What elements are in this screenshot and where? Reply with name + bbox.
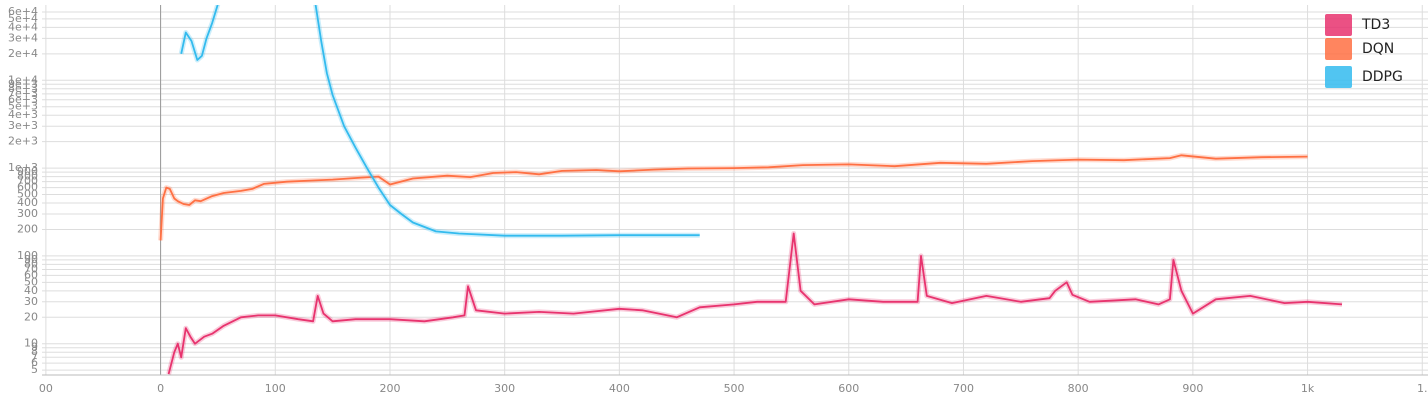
legend-label: TD3 <box>1361 17 1390 33</box>
y-tick-label: 6e+4 <box>8 5 38 18</box>
y-tick-label: 700 <box>17 175 38 188</box>
y-tick-label: 600 <box>17 181 38 194</box>
y-tick-label: 3e+3 <box>8 119 38 132</box>
x-tick-label: 1k <box>1301 382 1315 395</box>
y-tick-label: 80 <box>24 257 38 270</box>
y-tick-label: 900 <box>17 165 38 178</box>
y-tick-label: 7 <box>31 350 38 363</box>
x-tick-label: 1. <box>1417 382 1428 395</box>
series-line-halo <box>166 231 1343 375</box>
y-tick-label: 90 <box>24 253 38 266</box>
x-tick-label: 00 <box>39 382 53 395</box>
x-tick-label: 700 <box>953 382 974 395</box>
y-tick-label: 4e+4 <box>8 20 38 33</box>
y-tick-label: 9 <box>31 341 38 354</box>
lines <box>158 5 1343 375</box>
y-tick-label: 5 <box>31 363 38 376</box>
y-tick-label: 7e+3 <box>8 87 38 100</box>
x-tick-label: 200 <box>379 382 400 395</box>
legend-swatch <box>1325 38 1352 60</box>
y-tick-label: 5e+3 <box>8 100 38 113</box>
y-tick-label: 100 <box>17 249 38 262</box>
y-tick-label: 9e+3 <box>8 77 38 90</box>
legend-swatch <box>1325 14 1352 36</box>
legend-label: DDPG <box>1362 69 1403 85</box>
grid <box>42 5 1428 376</box>
y-tick-label: 40 <box>24 284 38 297</box>
y-tick-label: 3e+4 <box>8 31 38 44</box>
y-tick-label: 2e+3 <box>8 135 38 148</box>
y-tick-label: 400 <box>17 196 38 209</box>
y-tick-label: 1e+3 <box>8 161 38 174</box>
y-tick-label: 50 <box>24 275 38 288</box>
y-tick-label: 30 <box>24 295 38 308</box>
x-tick-label: 800 <box>1068 382 1089 395</box>
labels: 6e+45e+44e+43e+4 2e+4 1e+49e+38e+37e+36e+3… <box>8 5 1427 395</box>
y-tick-label: 300 <box>17 207 38 220</box>
y-tick-label: 60 <box>24 268 38 281</box>
y-tick-label: 800 <box>17 170 38 183</box>
y-tick-label: 20 <box>24 310 38 323</box>
x-tick-label: 300 <box>494 382 515 395</box>
y-tick-label: 4e+3 <box>8 108 38 121</box>
series-line <box>167 232 1343 375</box>
x-tick-label: 100 <box>265 382 286 395</box>
x-tick-label: 500 <box>724 382 745 395</box>
series-line-halo <box>178 5 700 239</box>
x-tick-label: 0 <box>157 382 164 395</box>
y-tick-label: 6 <box>31 356 38 369</box>
y-tick-label: 10 <box>24 337 38 350</box>
y-tick-label: 500 <box>17 188 38 201</box>
y-tick-label: 8e+3 <box>8 82 38 95</box>
x-tick-label: 900 <box>1182 382 1203 395</box>
series-line <box>180 5 700 237</box>
x-tick-label: 600 <box>838 382 859 395</box>
x-tick-label: 400 <box>609 382 630 395</box>
legend-label: DQN <box>1362 41 1394 57</box>
y-tick-label: 6e+3 <box>8 93 38 106</box>
y-tick-label: 8 <box>31 345 38 358</box>
series-line <box>159 154 1308 241</box>
y-tick-label: 1e+4 <box>8 73 38 86</box>
y-tick-label: 2e+4 <box>8 47 38 60</box>
y-tick-label: 5e+4 <box>8 12 38 25</box>
y-tick-label: 70 <box>24 262 38 275</box>
y-tick-label: 200 <box>17 222 38 235</box>
legend-swatch <box>1325 66 1352 88</box>
